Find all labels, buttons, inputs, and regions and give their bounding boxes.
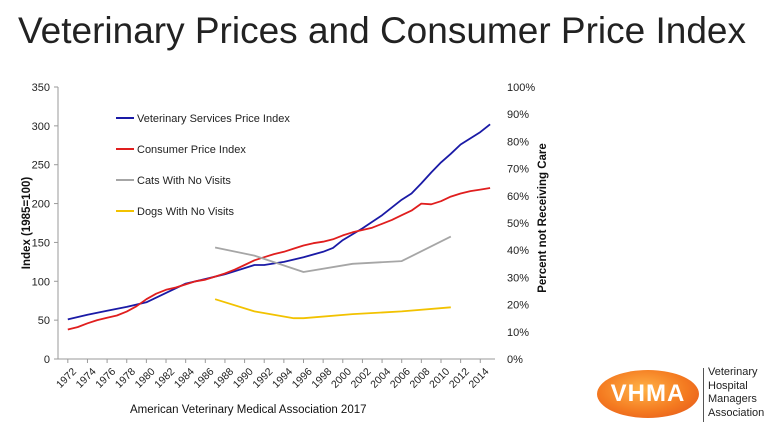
y2-tick-label: 20% <box>507 300 529 312</box>
x-tick-label: 1994 <box>270 366 295 391</box>
y-tick-label: 200 <box>32 199 50 211</box>
y2-tick-label: 40% <box>507 245 529 257</box>
y2-tick-label: 60% <box>507 191 529 203</box>
y2-tick-label: 10% <box>507 327 529 339</box>
chart-axes: 0 50 100 150 200 250 300 350 0% 10% 20% 30% 40% 50% 60… <box>21 82 549 391</box>
y2-tick-label: 70% <box>507 164 529 176</box>
x-tick-label: 2012 <box>447 366 472 391</box>
y2-tick-label: 0% <box>507 354 523 366</box>
x-tick-label: 1972 <box>54 366 79 391</box>
legend-label: Consumer Price Index <box>137 144 246 156</box>
x-tick-label: 2008 <box>408 366 433 391</box>
x-tick-label: 1990 <box>231 366 256 391</box>
logo-name: Veterinary Hospital Managers Association <box>708 366 764 420</box>
y2-tick-label: 100% <box>507 82 535 94</box>
slide-title: Veterinary Prices and Consumer Price Ind… <box>18 10 747 51</box>
y-tick-label: 0 <box>44 354 50 366</box>
x-tick-label: 1998 <box>309 366 334 391</box>
logo-name-line: Managers <box>708 393 757 405</box>
y-tick-label: 300 <box>32 121 50 133</box>
logo-name-line: Veterinary <box>708 366 758 378</box>
legend-label: Cats With No Visits <box>137 175 231 187</box>
y-tick-label: 150 <box>32 237 50 249</box>
y-tick-label: 50 <box>38 315 50 327</box>
y2-axis-label: Percent not Receiving Care <box>537 143 549 293</box>
x-tick-label: 1980 <box>133 366 158 391</box>
y2-tick-label: 50% <box>507 218 529 230</box>
logo-name-line: Association <box>708 406 765 419</box>
x-tick-label: 1984 <box>172 366 197 391</box>
chart-series <box>67 123 491 331</box>
legend-label: Dogs With No Visits <box>137 206 234 218</box>
series-line <box>67 123 491 321</box>
y2-tick-label: 90% <box>507 109 529 121</box>
y-tick-label: 250 <box>32 160 50 172</box>
chart-legend: Veterinary Services Price Index Consumer … <box>116 113 290 218</box>
series-line <box>214 235 452 273</box>
x-tick-label: 1986 <box>192 366 217 391</box>
x-tick-label: 2004 <box>368 366 393 391</box>
source-note: American Veterinary Medical Association … <box>130 404 367 416</box>
x-tick-label: 1996 <box>290 366 315 391</box>
series-line <box>67 187 491 331</box>
y-tick-label: 100 <box>32 276 50 288</box>
x-tick-label: 2000 <box>329 366 354 391</box>
logo-acronym: VHMA <box>610 380 686 407</box>
x-tick-label: 1982 <box>152 366 177 391</box>
x-tick-label: 2010 <box>427 366 452 391</box>
x-tick-label: 1974 <box>74 366 99 391</box>
x-tick-label: 2006 <box>388 366 413 391</box>
vhma-logo: VHMA Veterinary Hospital Managers Associ… <box>597 366 775 426</box>
x-tick-label: 1976 <box>93 366 118 391</box>
logo-divider <box>703 368 704 422</box>
y-axis-label: Index (1985=100) <box>21 177 33 270</box>
x-tick-label: 1978 <box>113 366 138 391</box>
series-line <box>214 298 451 320</box>
logo-badge <box>597 370 699 418</box>
x-tick-label: 1988 <box>211 366 236 391</box>
y2-tick-label: 80% <box>507 136 529 148</box>
x-tick-label: 1992 <box>250 366 275 391</box>
legend-label: Veterinary Services Price Index <box>137 113 290 125</box>
y-tick-label: 350 <box>32 82 50 94</box>
y2-tick-label: 30% <box>507 272 529 284</box>
x-tick-label: 2014 <box>466 366 491 391</box>
x-tick-label: 2002 <box>349 366 374 391</box>
logo-name-line: Hospital <box>708 379 748 392</box>
